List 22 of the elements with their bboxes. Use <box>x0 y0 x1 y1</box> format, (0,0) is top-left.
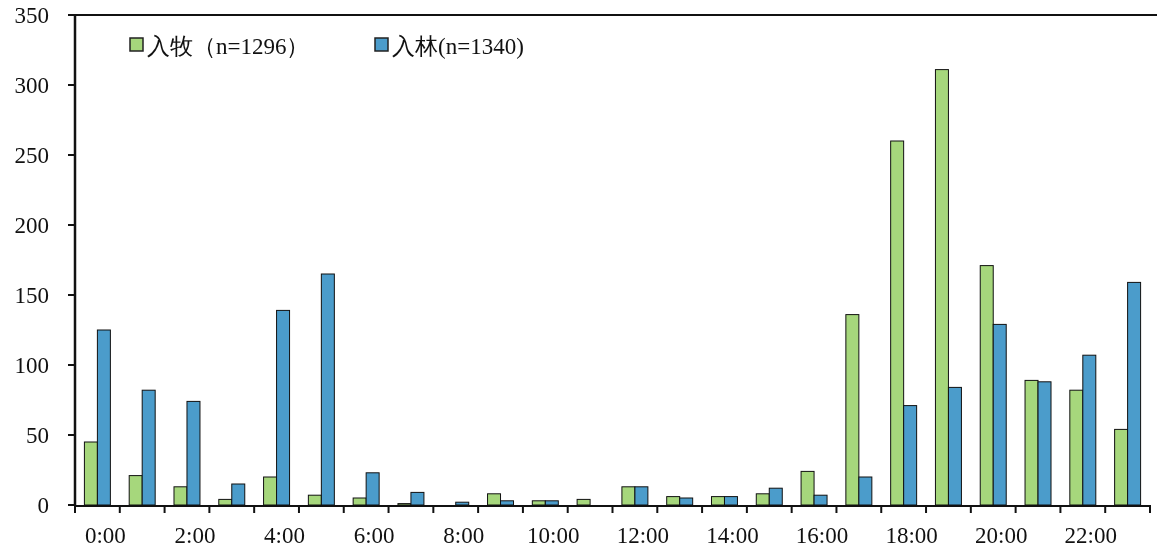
y-tick-label: 250 <box>14 143 49 168</box>
x-tick-label: 16:00 <box>795 523 849 548</box>
x-tick-label: 0:00 <box>84 523 126 548</box>
y-tick-label: 100 <box>14 353 49 378</box>
y-tick-label: 200 <box>14 213 49 238</box>
x-tick-label: 2:00 <box>174 523 216 548</box>
y-tick-label: 0 <box>37 493 49 518</box>
x-tick-label: 14:00 <box>706 523 759 548</box>
y-tick-label: 50 <box>26 423 49 448</box>
legend-label: 入林(n=1340) <box>392 34 524 59</box>
x-tick-label: 22:00 <box>1064 523 1118 548</box>
x-tick-label: 10:00 <box>527 523 580 548</box>
x-tick-label: 6:00 <box>353 523 395 548</box>
y-tick-label: 350 <box>14 3 49 28</box>
x-tick-label: 18:00 <box>885 523 938 548</box>
legend-label: 入牧（n=1296） <box>147 34 310 59</box>
y-tick-label: 150 <box>14 283 49 308</box>
x-tick-label: 12:00 <box>616 523 670 548</box>
x-tick-label: 8:00 <box>443 523 485 548</box>
y-tick-label: 300 <box>14 73 49 98</box>
x-tick-label: 4:00 <box>264 523 306 548</box>
x-tick-label: 20:00 <box>975 523 1028 548</box>
